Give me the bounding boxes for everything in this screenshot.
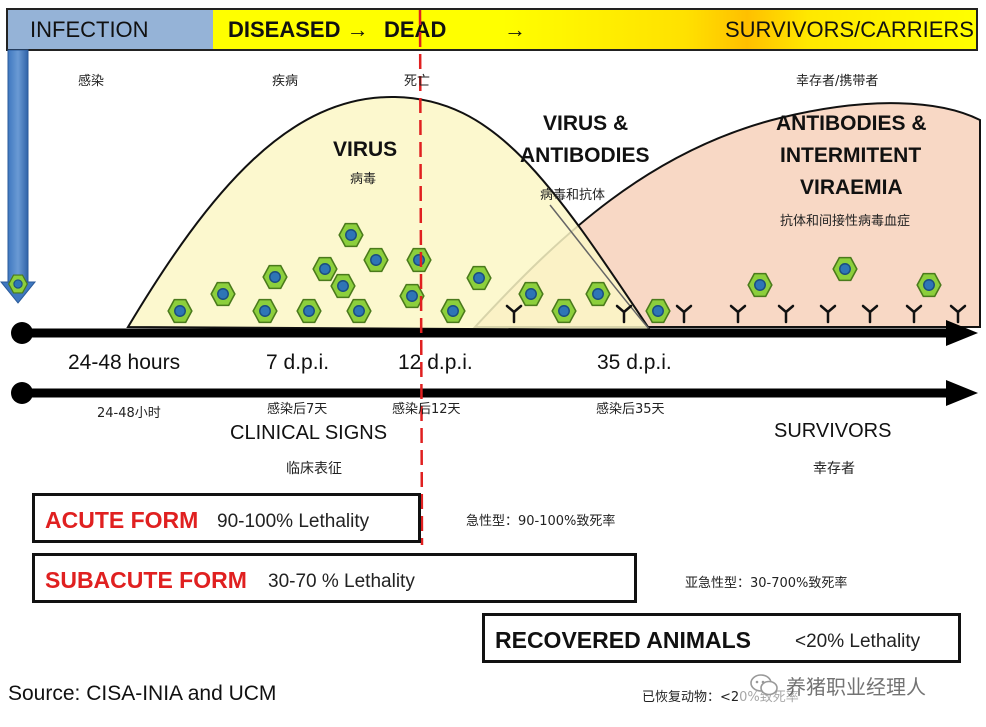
virus-antibodies-label-2: ANTIBODIES (520, 144, 650, 167)
antibody-icon (949, 304, 967, 324)
timepoint-24-48h-zh: 24-48小时 (97, 406, 161, 421)
timepoint-35dpi-zh: 感染后35天 (596, 402, 665, 417)
acute-form-box: ACUTE FORM 90-100% Lethality (32, 493, 421, 543)
virus-icon (551, 298, 577, 324)
virus-phase-zh: 病毒 (350, 172, 377, 187)
timepoint-35dpi: 35 d.p.i. (597, 351, 672, 374)
antibodies-zh: 抗体和间接性病毒血症 (780, 214, 911, 229)
watermark-text: 养猪职业经理人 (786, 675, 926, 699)
virus-icon (832, 256, 858, 282)
antibody-icon (905, 304, 923, 324)
virus-icon (466, 265, 492, 291)
virus-icon (747, 272, 773, 298)
recovered-animals-label: RECOVERED ANIMALS (495, 627, 751, 653)
chat-bubble-icon (750, 674, 778, 696)
virus-icon (252, 298, 278, 324)
antibody-icon (819, 304, 837, 324)
virus-icon (330, 273, 356, 299)
survivors-zh: 幸存者 (813, 461, 855, 477)
dead-label: DEAD (384, 17, 447, 42)
recovered-animals-lethality: <20% Lethality (795, 631, 921, 652)
antibodies-label-1: ANTIBODIES & (776, 112, 927, 135)
timepoint-12dpi-zh: 感染后12天 (392, 402, 461, 417)
survivors-carriers-zh: 幸存者/携带者 (796, 74, 879, 89)
source-credit: Source: CISA-INIA and UCM (8, 682, 277, 705)
virus-icon (585, 281, 611, 307)
survivors-label: SURVIVORS (774, 420, 892, 442)
diseased-label: DISEASED → (228, 17, 369, 42)
antibody-icon (505, 304, 523, 324)
virus-icon (210, 281, 236, 307)
antibodies-label-2: INTERMITENT (780, 144, 922, 167)
virus-icon (406, 247, 432, 273)
virus-icon (262, 264, 288, 290)
virus-icon (296, 298, 322, 324)
infection-zh: 感染 (78, 74, 105, 89)
watermark: 养猪职业经理人 (738, 664, 963, 704)
acute-form-lethality: 90-100% Lethality (217, 511, 370, 532)
timepoint-12dpi: 12 d.p.i. (398, 351, 473, 374)
virus-antibodies-zh: 病毒和抗体 (540, 188, 606, 203)
subacute-form-zh: 亚急性型：30-700%致死率 (685, 576, 848, 591)
infection-arrow (7, 49, 29, 283)
antibody-icon (729, 304, 747, 324)
virus-icon (363, 247, 389, 273)
antibody-icon (861, 304, 879, 324)
virus-phase-label: VIRUS (333, 138, 398, 161)
virus-curve (126, 95, 652, 332)
timepoint-7dpi-zh: 感染后7天 (267, 402, 328, 417)
timepoint-7dpi: 7 d.p.i. (266, 351, 330, 374)
virus-icon (167, 298, 193, 324)
virus-icon (312, 256, 338, 282)
virus-icon (338, 222, 364, 248)
antibodies-label-3: VIRAEMIA (800, 176, 903, 199)
virus-icon (8, 274, 28, 294)
clinical-signs-label: CLINICAL SIGNS (230, 422, 388, 444)
antibody-icon (777, 304, 795, 324)
timeline-origin-1 (11, 322, 33, 344)
virus-icon (346, 298, 372, 324)
virus-icon (916, 272, 942, 298)
infection-stage (8, 10, 213, 49)
subacute-form-label: SUBACUTE FORM (45, 567, 247, 593)
diseased-zh: 疾病 (272, 74, 299, 89)
antibody-icon (615, 304, 633, 324)
timeline-arrowhead-2 (946, 380, 978, 406)
stage-bar: INFECTION DISEASED → DEAD → SURVIVORS/CA… (6, 8, 978, 51)
virus-icon (645, 298, 671, 324)
virus-icon (518, 281, 544, 307)
dead-zh: 死亡 (404, 74, 431, 89)
clinical-signs-zh: 临床表征 (286, 461, 342, 477)
acute-form-label: ACUTE FORM (45, 507, 199, 533)
virus-icon (440, 298, 466, 324)
subacute-form-box: SUBACUTE FORM 30-70 % Lethality (32, 553, 637, 603)
timeline-origin-2 (11, 382, 33, 404)
infection-label: INFECTION (30, 17, 149, 42)
acute-form-zh: 急性型：90-100%致死率 (466, 514, 616, 529)
diseased-stage (213, 10, 976, 49)
arrow-label: → (504, 17, 526, 42)
timepoint-24-48h: 24-48 hours (68, 351, 181, 374)
virus-antibodies-label-1: VIRUS & (543, 112, 629, 135)
dead-line (418, 9, 424, 546)
recovered-animals-box: RECOVERED ANIMALS <20% Lethality (482, 613, 961, 663)
antibody-icon (675, 304, 693, 324)
survivors-carriers-label: SURVIVORS/CARRIERS (725, 17, 974, 42)
subacute-form-lethality: 30-70 % Lethality (268, 571, 415, 592)
timeline-arrowhead-1 (946, 320, 978, 346)
